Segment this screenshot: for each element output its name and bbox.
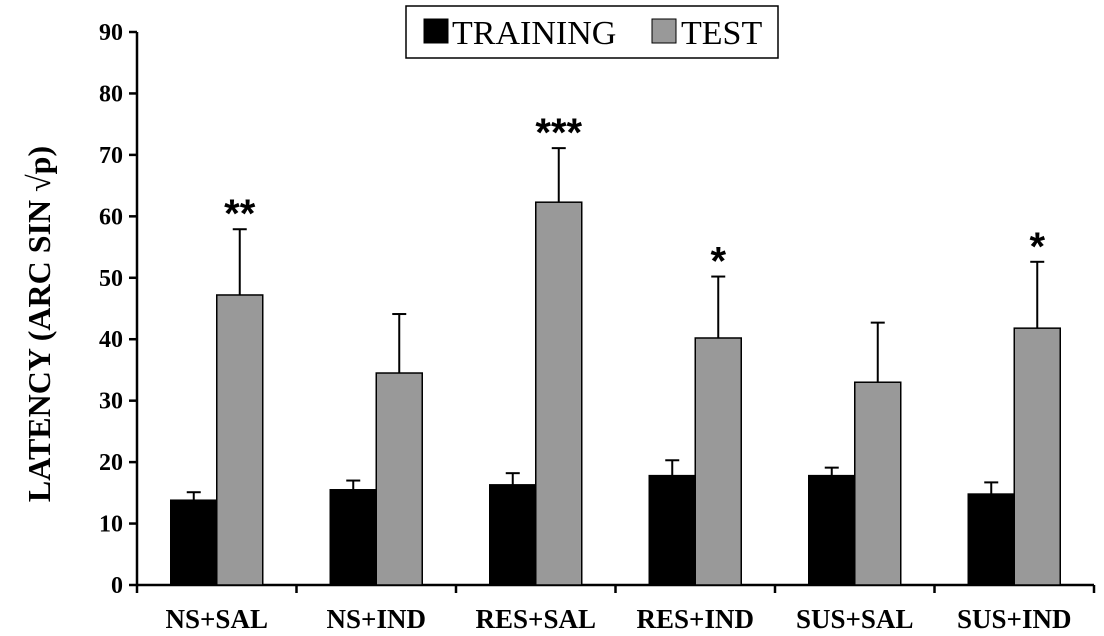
bar-test [694,337,742,586]
y-tick-label: 10 [99,512,123,538]
bar-training [170,499,218,586]
y-tick-label: 60 [99,204,123,230]
y-tick-label: 80 [99,81,123,107]
bar-test [535,201,583,586]
significance-marker: *** [535,111,582,155]
y-tick-label: 50 [99,266,123,292]
x-category-label: RES+IND [637,604,754,634]
y-tick-label: 70 [99,143,123,169]
bar-test [1013,327,1061,586]
legend-label-training: TRAINING [452,15,616,52]
legend-box [405,5,779,59]
y-tick-label: 30 [99,389,123,415]
bar-training [489,484,537,586]
legend-swatch-test [651,18,677,44]
x-category-label: SUS+SAL [796,604,913,634]
x-category-label: SUS+IND [957,604,1071,634]
y-tick-label: 0 [111,573,123,599]
x-category-label: NS+IND [327,604,426,634]
bar-test [216,294,264,586]
y-tick-label: 40 [99,327,123,353]
x-category-label: NS+SAL [166,604,268,634]
bar-training [329,489,377,586]
y-tick-label: 20 [99,450,123,476]
significance-marker: * [710,240,726,284]
bar-training [808,474,856,586]
bar-training [648,474,696,586]
legend-label-test: TEST [681,15,762,52]
y-axis-label: LATENCY (ARC SIN √p) [21,146,57,502]
legend-swatch-training [423,18,449,44]
significance-marker: * [1029,225,1045,269]
x-category-label: RES+SAL [476,604,596,634]
bar-test [375,372,423,586]
significance-marker: ** [224,192,256,236]
bar-training [967,493,1015,586]
bar-test [854,381,902,586]
y-tick-label: 90 [99,20,123,46]
legend: TRAINING TEST [405,5,779,59]
